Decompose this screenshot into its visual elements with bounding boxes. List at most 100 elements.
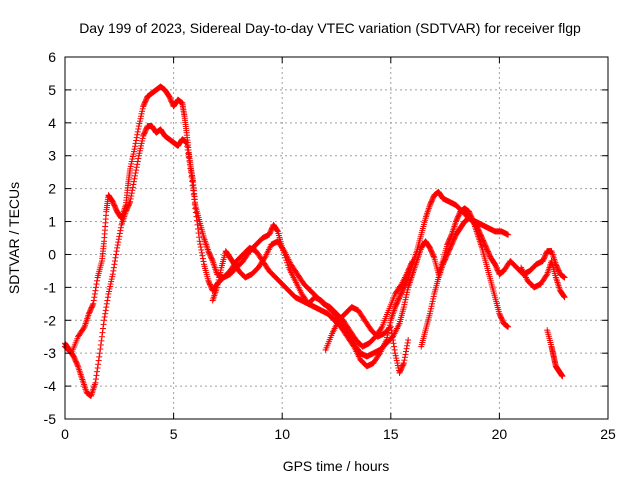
data-point-marker	[104, 294, 111, 301]
chart-title: Day 199 of 2023, Sidereal Day-to-day VTE…	[79, 20, 581, 36]
data-point-marker	[92, 284, 99, 291]
data-point-marker	[133, 164, 140, 171]
data-point-marker	[127, 198, 134, 205]
data-point-marker	[190, 187, 197, 194]
data-points	[62, 83, 568, 399]
data-point-marker	[133, 134, 140, 141]
data-point-marker	[129, 187, 136, 194]
data-point-marker	[187, 169, 194, 176]
data-point-marker	[132, 143, 139, 150]
data-point-marker	[400, 360, 407, 367]
data-point-marker	[113, 251, 120, 258]
data-point-marker	[388, 327, 395, 334]
data-point-marker	[197, 241, 204, 248]
data-point-marker	[184, 143, 191, 150]
data-point-marker	[408, 259, 415, 266]
data-point-marker	[189, 182, 196, 189]
data-point-marker	[561, 294, 568, 301]
data-point-marker	[135, 155, 142, 162]
data-point-marker	[115, 236, 122, 243]
data-point-marker	[561, 293, 568, 300]
data-point-marker	[409, 258, 416, 265]
grid	[65, 57, 608, 419]
data-point-marker	[391, 343, 398, 350]
x-tick-label: 15	[383, 426, 399, 442]
data-point-marker	[505, 231, 512, 238]
data-point-marker	[133, 137, 140, 144]
data-point-marker	[103, 300, 110, 307]
data-point-marker	[388, 330, 395, 337]
data-point-marker	[101, 317, 108, 324]
data-point-marker	[94, 364, 101, 371]
data-point-marker	[92, 379, 99, 386]
data-point-marker	[390, 340, 397, 347]
data-point-marker	[193, 213, 200, 220]
data-point-marker	[100, 325, 107, 332]
data-point-marker	[111, 258, 118, 265]
data-point-marker	[96, 353, 103, 360]
data-point-marker	[127, 195, 134, 202]
data-point-marker	[186, 161, 193, 168]
y-tick-label: 6	[48, 49, 56, 65]
data-point-marker	[98, 337, 105, 344]
data-point-marker	[183, 139, 190, 146]
data-point-marker	[110, 267, 117, 274]
y-axis-label: SDTVAR / TECUs	[6, 182, 22, 294]
data-point-marker	[190, 191, 197, 198]
data-point-marker	[128, 190, 135, 197]
data-point-marker	[134, 131, 141, 138]
data-point-marker	[94, 277, 101, 284]
data-point-marker	[191, 200, 198, 207]
data-point-marker	[114, 241, 121, 248]
data-point-marker	[378, 325, 385, 332]
data-point-marker	[191, 196, 198, 203]
data-point-marker	[131, 175, 138, 182]
data-point-marker	[110, 264, 117, 271]
axes: 0 5 10 15 20 25 -5 -4 -3 -2 -1 0 1 2 3 4 5 6	[44, 49, 616, 442]
data-point-marker	[103, 304, 110, 311]
data-point-marker	[90, 300, 97, 307]
data-point-marker	[102, 310, 109, 317]
data-point-marker	[133, 167, 140, 174]
data-point-marker	[91, 290, 98, 297]
data-point-marker	[129, 184, 136, 191]
data-point-marker	[192, 209, 199, 216]
data-point-marker	[195, 225, 202, 232]
data-point-marker	[112, 254, 119, 261]
data-point-marker	[198, 249, 205, 256]
data-point-marker	[559, 373, 566, 380]
plot-frame	[64, 56, 609, 420]
data-point-marker	[117, 227, 124, 234]
y-tick-label: -2	[44, 312, 57, 328]
y-tick-label: 4	[48, 115, 56, 131]
data-point-marker	[198, 246, 205, 253]
data-point-marker	[200, 258, 207, 265]
data-point-marker	[128, 193, 135, 200]
data-point-marker	[391, 346, 398, 353]
data-point-marker	[403, 345, 410, 352]
data-point-marker	[89, 302, 96, 309]
data-point-marker	[193, 217, 200, 224]
data-point-marker	[97, 346, 104, 353]
data-point-marker	[116, 233, 123, 240]
x-axis-label: GPS time / hours	[283, 458, 390, 474]
data-point-marker	[134, 158, 141, 165]
data-point-marker	[132, 140, 139, 147]
data-point-marker	[188, 173, 195, 180]
y-tick-label: 1	[48, 214, 56, 230]
data-point-marker	[90, 297, 97, 304]
data-point-marker	[134, 128, 141, 135]
data-point-marker	[187, 165, 194, 172]
data-point-marker	[389, 333, 396, 340]
data-point-marker	[113, 248, 120, 255]
data-point-marker	[387, 323, 394, 330]
y-tick-label: -4	[44, 378, 57, 394]
data-point-marker	[117, 224, 124, 231]
data-point-marker	[92, 376, 99, 383]
x-tick-label: 0	[61, 426, 69, 442]
data-point-marker	[209, 256, 216, 263]
data-point-marker	[80, 325, 87, 332]
data-point-marker	[196, 238, 203, 245]
data-point-marker	[96, 350, 103, 357]
